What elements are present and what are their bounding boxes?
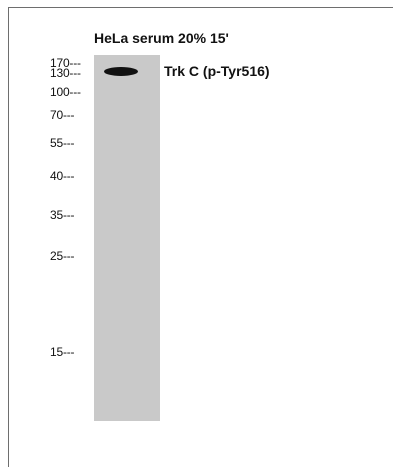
band-label: Trk C (p-Tyr516): [164, 63, 270, 79]
marker-170: 170---: [50, 56, 81, 70]
marker-55: 55---: [50, 136, 75, 150]
gel-lane: [94, 55, 160, 421]
marker-35: 35---: [50, 208, 75, 222]
marker-130: 130---: [50, 66, 81, 80]
marker-25: 25---: [50, 249, 75, 263]
marker-70: 70---: [50, 108, 75, 122]
marker-40: 40---: [50, 169, 75, 183]
blot-frame: [8, 7, 393, 467]
protein-band: [104, 67, 138, 76]
sample-label: HeLa serum 20% 15': [94, 30, 229, 46]
marker-100: 100---: [50, 85, 81, 99]
marker-15: 15---: [50, 345, 75, 359]
